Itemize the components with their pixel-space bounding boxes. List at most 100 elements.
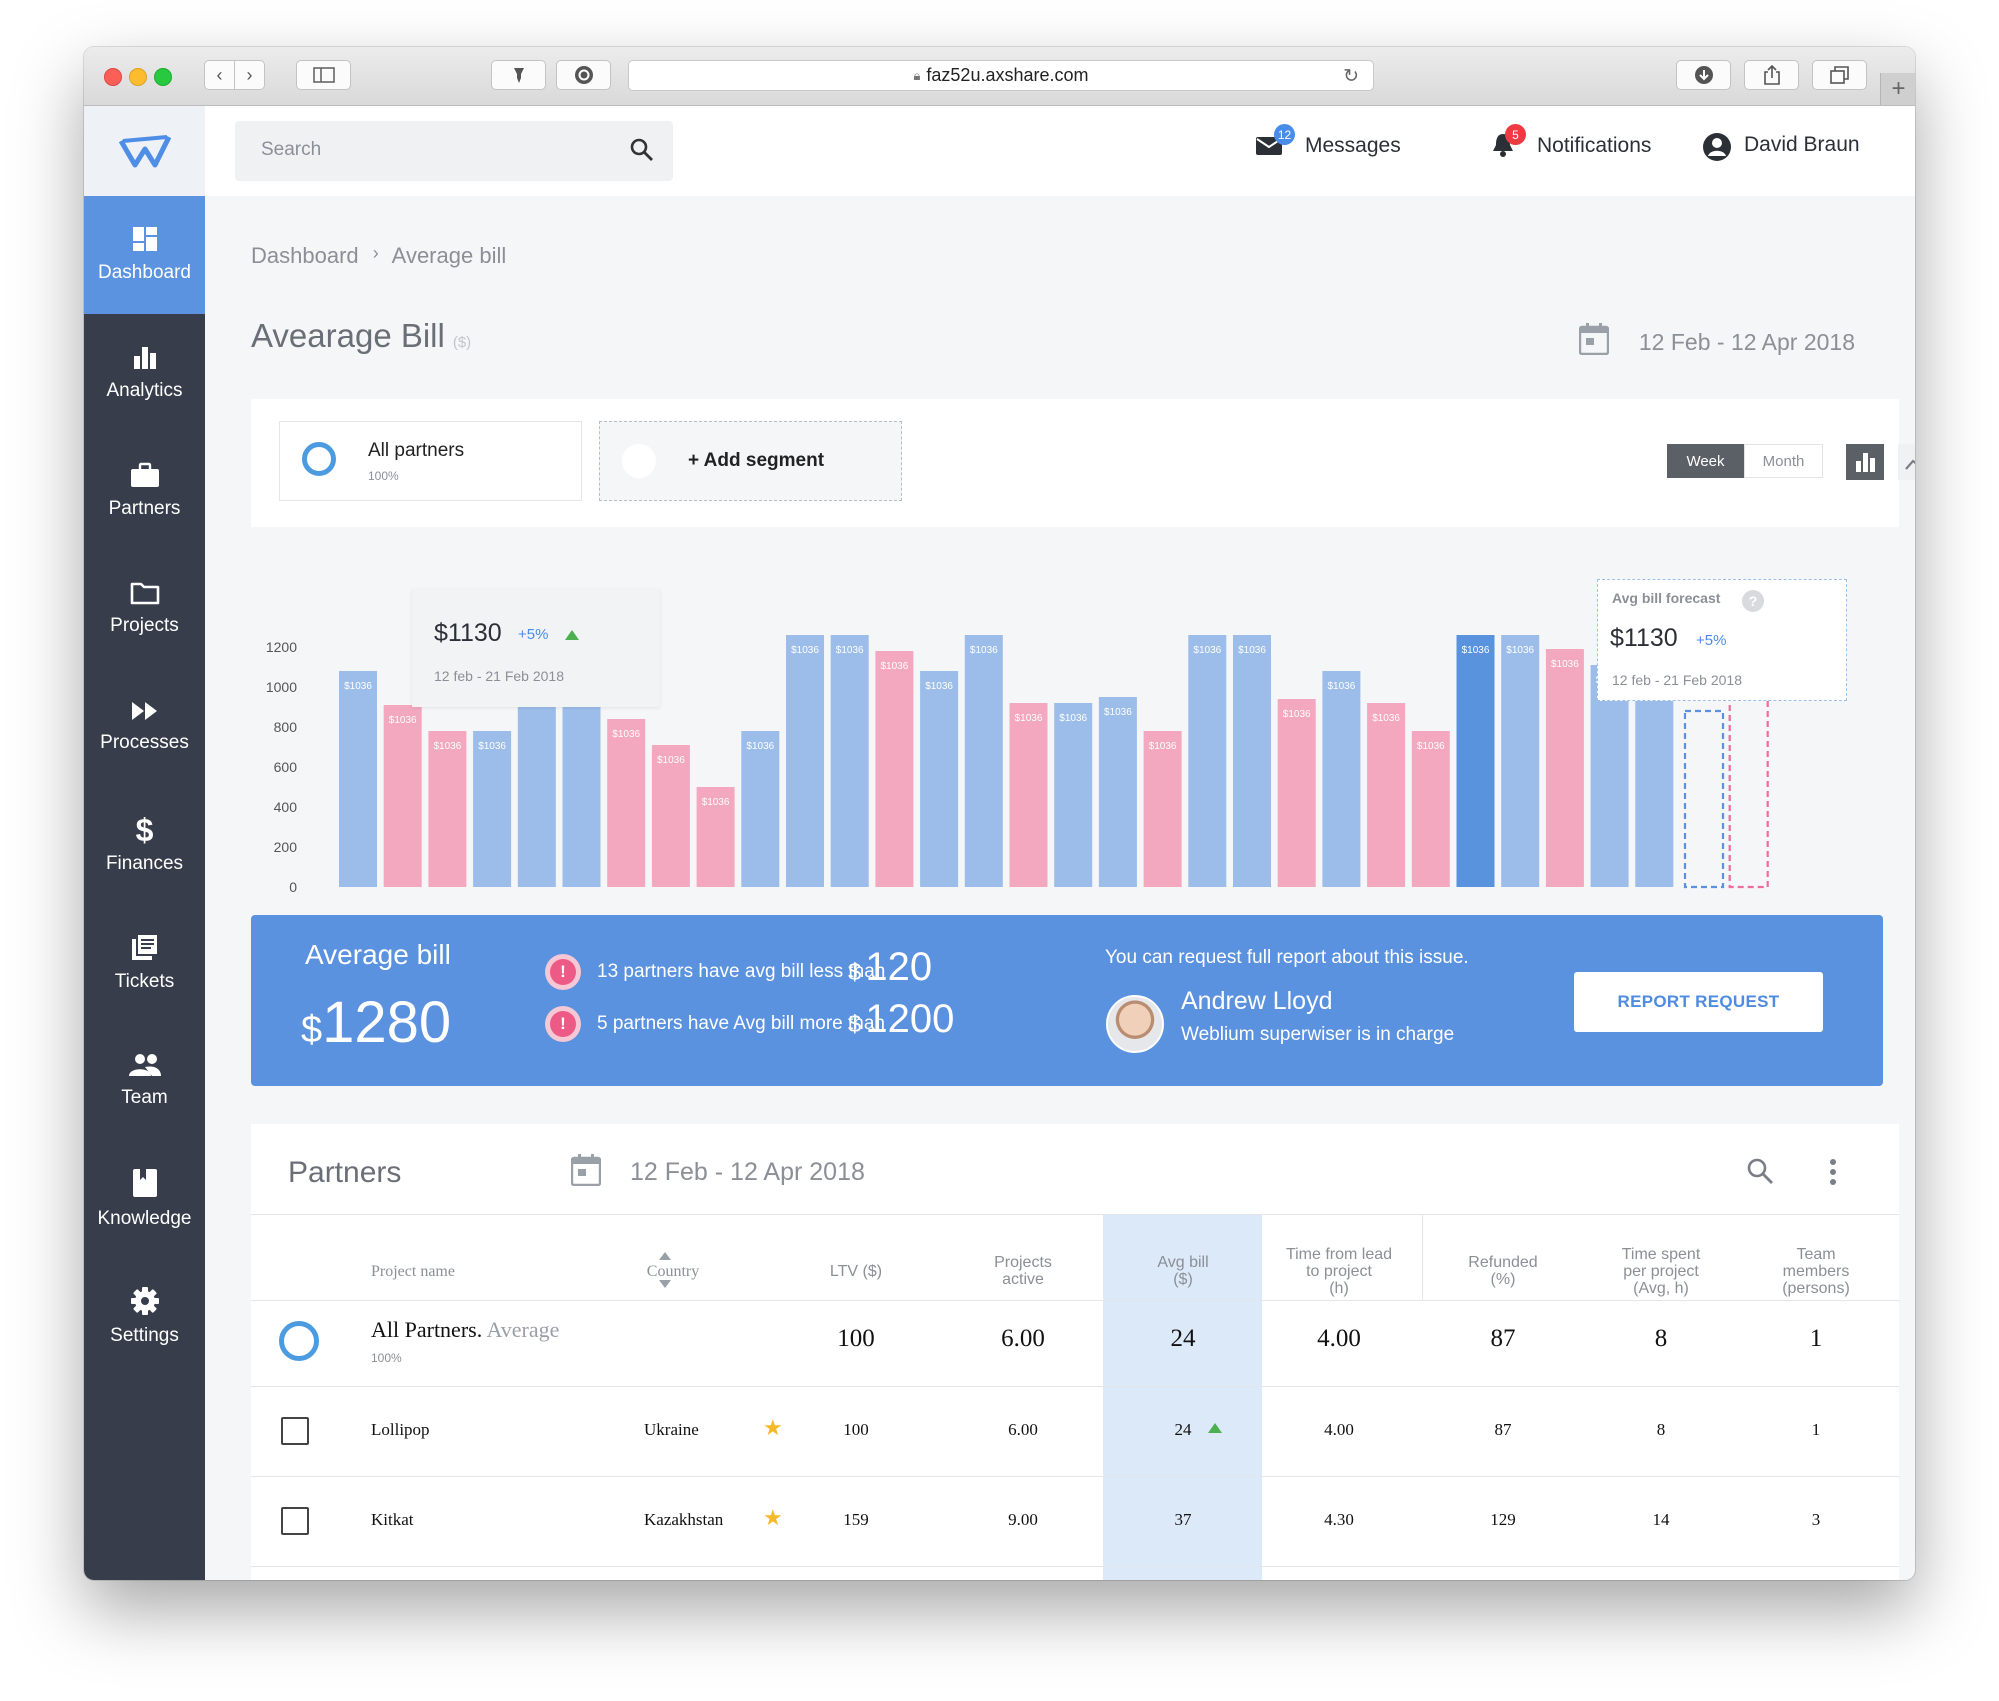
line-chart-view-button[interactable] [1898, 444, 1915, 480]
warning-icon-2: ! [545, 1006, 581, 1042]
column-ltv[interactable]: LTV ($) [796, 1228, 916, 1314]
sidebar-item-dashboard[interactable]: Dashboard [84, 196, 205, 314]
y-tick-label: 1000 [266, 679, 297, 695]
bar-data-label: $1036 [836, 645, 864, 656]
forecast-change: +5% [1696, 632, 1727, 649]
minimize-window-button[interactable] [129, 68, 147, 86]
column-projects-active[interactable]: Projects active [963, 1228, 1083, 1314]
chart-bar [741, 731, 780, 887]
sidebar-item-analytics[interactable]: Analytics [84, 314, 205, 432]
folder-icon [130, 582, 159, 605]
table-row[interactable]: Kitkat Kazakhstan ★ 159 9.00 37 4.30 129… [251, 1477, 1899, 1565]
cell-country: Ukraine [644, 1420, 699, 1439]
add-segment-button[interactable]: + Add segment [599, 421, 902, 501]
segments-panel: All partners 100% + Add segment Week Mon… [251, 399, 1915, 527]
sidebar-item-team[interactable]: Team [84, 1022, 205, 1140]
share-icon [1763, 64, 1780, 85]
cell-time-spent: 14 [1652, 1510, 1670, 1529]
forward-button[interactable]: › [234, 60, 265, 90]
sidebar-item-processes[interactable]: Processes [84, 668, 205, 786]
sidebar-item-tickets[interactable]: Tickets [84, 904, 205, 1022]
row-checkbox[interactable] [281, 1417, 309, 1445]
issue-1-currency: $ [848, 959, 862, 986]
y-tick-label: 0 [289, 879, 297, 895]
column-time-from-lead[interactable]: Time from lead to project (h) [1264, 1228, 1414, 1314]
sidebar-item-partners[interactable]: Partners [84, 432, 205, 550]
breadcrumb-separator: › [372, 243, 379, 263]
row-checkbox[interactable] [281, 1507, 309, 1535]
date-range-picker[interactable]: 12 Feb - 12 Apr 2018 [1578, 323, 1855, 356]
column-country[interactable]: Country [623, 1228, 723, 1314]
more-vertical-icon[interactable] [1829, 1158, 1837, 1186]
banner-title: Average bill [305, 939, 451, 970]
chart-bar [964, 635, 1003, 887]
address-bar[interactable]: 🔒︎ faz52u.axshare.com ↻ [628, 60, 1374, 91]
search-input[interactable]: Search [235, 121, 673, 181]
bar-chart-view-button[interactable] [1846, 444, 1884, 480]
column-label: Time spent [1621, 1245, 1701, 1263]
column-time-spent[interactable]: Time spent per project (Avg, h) [1591, 1228, 1731, 1314]
column-label: active [1002, 1271, 1044, 1288]
person-avatar [1106, 995, 1164, 1053]
cell-refunded: 87 [1490, 1325, 1516, 1352]
url-text: faz52u.axshare.com [926, 65, 1089, 85]
zoom-window-button[interactable] [154, 68, 172, 86]
sidebar-item-label: Processes [100, 732, 189, 753]
sidebar-toggle-button[interactable] [296, 60, 351, 90]
sidebar-item-finances[interactable]: $ Finances [84, 786, 205, 904]
column-team-members[interactable]: Team members (persons) [1751, 1228, 1881, 1314]
month-toggle[interactable]: Month [1744, 444, 1823, 478]
downloads-button[interactable] [1676, 60, 1731, 90]
star-icon[interactable]: ★ [763, 1505, 783, 1530]
sidebar-item-settings[interactable]: Settings [84, 1258, 205, 1376]
app-logo[interactable] [84, 106, 205, 196]
back-button[interactable]: ‹ [204, 60, 235, 90]
sort-icon[interactable] [658, 1250, 672, 1290]
banner-amount-value: 1280 [322, 990, 452, 1055]
column-label: ($) [1173, 1271, 1193, 1288]
breadcrumb-dashboard[interactable]: Dashboard [251, 243, 359, 268]
chart-bar [1233, 635, 1271, 887]
cell-avg-bill: 24 [1174, 1420, 1192, 1439]
avg-bill-chart: 1200 1000 800 600 400 200 0 $1036 $1036 $1036 $103… [251, 579, 1915, 930]
sidebar-item-projects[interactable]: Projects [84, 550, 205, 668]
bar-data-label: $1036 [1104, 707, 1132, 718]
star-icon[interactable]: ★ [763, 1415, 783, 1440]
share-button[interactable] [1744, 60, 1799, 90]
segment-all-partners[interactable]: All partners 100% [279, 421, 582, 501]
cell-avg-bill: 37 [1174, 1510, 1192, 1529]
report-request-button[interactable]: REPORT REQUEST [1574, 972, 1823, 1032]
issue-2-text: 5 partners have Avg bill more than [597, 1013, 885, 1034]
chart-tooltip: $1130 +5% 12 feb - 21 Feb 2018 [412, 589, 660, 707]
chart-bar [1456, 635, 1495, 887]
partners-date-range[interactable]: 12 Feb - 12 Apr 2018 [630, 1158, 865, 1186]
search-icon[interactable] [629, 137, 655, 163]
sidebar-item-knowledge[interactable]: Knowledge [84, 1140, 205, 1258]
segment-ring-icon [279, 1321, 319, 1361]
row-divider [251, 1386, 1899, 1387]
column-label: Country [646, 1262, 700, 1280]
table-row[interactable]: Lollipop Ukraine ★ 100 6.00 24 4.00 87 8… [251, 1387, 1899, 1475]
help-icon[interactable]: ? [1742, 590, 1764, 612]
bar-data-label: $1036 [1059, 713, 1087, 724]
chart-bar [830, 635, 869, 887]
column-label: Team [1796, 1245, 1836, 1263]
bar-data-label: $1036 [612, 729, 640, 740]
search-icon[interactable] [1746, 1157, 1774, 1185]
column-project-name[interactable]: Project name [371, 1228, 521, 1314]
sidebar-item-label: Partners [108, 498, 181, 519]
cell-projects: 9.00 [1008, 1510, 1038, 1529]
row-divider [251, 1300, 1899, 1301]
cell-country: Kazakhstan [644, 1510, 724, 1529]
cell-project-name: Lollipop [371, 1420, 430, 1439]
reload-icon[interactable]: ↻ [1343, 66, 1359, 87]
tabs-overview-button[interactable] [1812, 60, 1867, 90]
column-refunded[interactable]: Refunded (%) [1433, 1228, 1573, 1314]
close-window-button[interactable] [104, 68, 122, 86]
pin-icon [513, 68, 524, 83]
column-avg-bill[interactable]: Avg bill ($) [1123, 1228, 1243, 1314]
new-tab-button[interactable]: + [1880, 73, 1915, 105]
week-toggle[interactable]: Week [1667, 444, 1744, 478]
extension-button[interactable] [491, 60, 546, 90]
grammarly-button[interactable] [556, 60, 611, 90]
